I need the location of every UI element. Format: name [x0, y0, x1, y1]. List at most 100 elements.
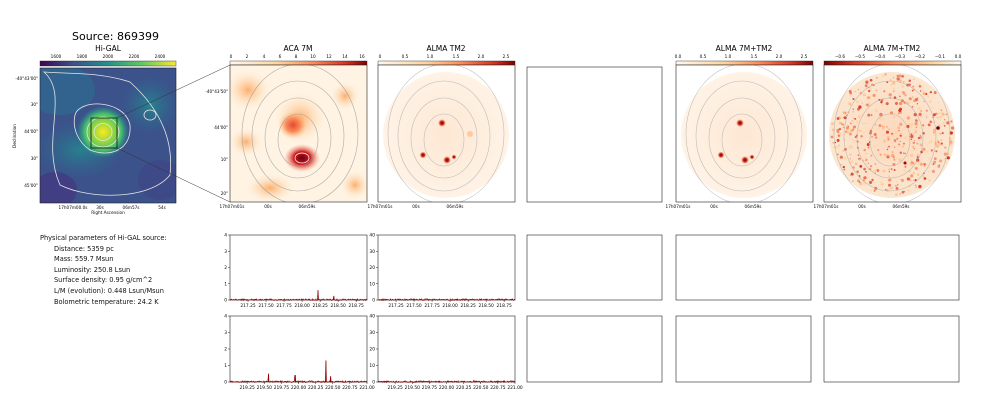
higal-title: Hi-GAL [95, 44, 122, 53]
spectrum-xtick-label: 221.00 [507, 385, 523, 391]
aca-cbar-tick: 10 [310, 54, 316, 59]
noise-speck [938, 112, 940, 115]
noise-speck [871, 136, 873, 138]
noise-speck [854, 90, 856, 93]
noise-speck [906, 177, 910, 181]
spectra-group: 217.25 217.50 217.75 218.00 218.25 218.50 218.… [224, 233, 523, 392]
param-lm: L/M (evolution): 0.448 Lsun/Msun [54, 286, 164, 295]
param-mass: Mass: 559.7 Msun [54, 255, 114, 264]
noise-speck [832, 132, 835, 135]
comb2-colorbar [823, 60, 962, 66]
noise-speck [852, 175, 854, 178]
noise-speck [900, 178, 905, 182]
noise-speck [892, 186, 894, 188]
noise-speck [849, 174, 852, 177]
noise-speck [903, 161, 907, 165]
noise-speck [892, 76, 895, 79]
noise-speck [857, 88, 860, 91]
noise-speck [914, 184, 917, 187]
noise-speck [846, 130, 850, 134]
noise-speck [869, 78, 873, 82]
physical-parameters: Physical parameters of Hi-GAL source: Di… [40, 233, 167, 307]
noise-speck [881, 183, 884, 186]
param-surface-density: Surface density: 0.95 g/cm^2 [54, 276, 153, 285]
noise-speck [872, 93, 876, 97]
params-heading: Physical parameters of Hi-GAL source: [40, 234, 167, 242]
noise-speck [903, 81, 905, 83]
noise-speck [928, 157, 931, 160]
noise-speck [885, 130, 890, 134]
noise-speck [893, 159, 896, 161]
noise-speck [922, 92, 925, 95]
noise-speck [845, 126, 849, 130]
noise-speck [832, 122, 835, 124]
aca-cbar-tick: 6 [279, 54, 282, 59]
noise-speck [849, 128, 852, 131]
aca-xticks: 17h07m01s 00s 06m59s [220, 204, 316, 209]
noise-speck [950, 120, 953, 123]
noise-speck [916, 142, 919, 145]
noise-speck [882, 118, 885, 121]
comb-panel: ALMA 7M+TM2 0.0 0.5 1.0 1.5 2.0 2.5 [666, 44, 814, 209]
noise-speck [848, 147, 850, 150]
noise-speck [913, 99, 917, 103]
comb-map [676, 65, 813, 202]
noise-speck [865, 122, 867, 124]
noise-speck [830, 135, 834, 139]
aca-xtick: 00s [264, 204, 272, 209]
noise-speck [894, 101, 899, 105]
noise-speck [892, 81, 896, 85]
spectrum-xtick-label: 218.00 [442, 303, 458, 309]
noise-speck [944, 158, 947, 160]
noise-speck [917, 153, 919, 156]
noise-speck [917, 106, 921, 111]
aca-title: ACA 7M [284, 44, 313, 53]
noise-speck [915, 119, 918, 123]
tm2-map [378, 65, 515, 202]
noise-speck [929, 141, 933, 144]
noise-speck [920, 109, 923, 113]
noise-speck [843, 156, 847, 160]
spectrum-frame [377, 315, 516, 383]
noise-speck [911, 96, 914, 99]
noise-speck [888, 171, 890, 173]
noise-speck [852, 172, 853, 174]
noise-speck [878, 193, 881, 196]
noise-speck [886, 135, 890, 139]
noise-speck [929, 100, 932, 103]
comb-title: ALMA 7M+TM2 [716, 44, 773, 53]
noise-speck [907, 122, 911, 126]
noise-speck [936, 164, 939, 167]
comb2-colorbar-ticks: −0.6 −0.5 −0.4 −0.3 −0.2 −0.1 0.0 [835, 54, 962, 59]
source-title: Source: 869399 [72, 30, 159, 43]
noise-speck [899, 140, 901, 142]
noise-speck [863, 148, 866, 152]
param-distance: Distance: 5359 pc [54, 244, 114, 253]
higal-ytick: -40°43'00" [15, 76, 38, 81]
noise-speck [899, 122, 903, 126]
spectrum-ytick-label: 10 [369, 281, 375, 287]
tm2-cbar-tick: 1.5 [453, 54, 460, 59]
comb-xticks: 17h07m01s 00s 06m59s [666, 204, 762, 209]
spectrum-frame [229, 234, 368, 301]
noise-speck [842, 149, 845, 152]
noise-speck [848, 144, 852, 148]
noise-speck [901, 92, 904, 95]
noise-speck [936, 126, 940, 130]
comb2-cbar-tick: −0.5 [855, 54, 866, 59]
noise-speck [881, 75, 885, 78]
noise-speck [897, 158, 899, 160]
noise-speck [867, 113, 871, 117]
noise-speck [929, 180, 931, 182]
noise-speck [896, 74, 900, 78]
noise-speck [842, 111, 845, 113]
spectrum-line [229, 290, 368, 302]
noise-speck [891, 151, 894, 153]
noise-speck [870, 154, 873, 157]
aca-colorbar [229, 60, 368, 66]
empty-map-panel [526, 66, 663, 203]
empty-spectrum-panel [823, 315, 960, 383]
comb-cbar-tick: 1.5 [751, 54, 758, 59]
tm2-cbar-tick: 1.0 [427, 54, 434, 59]
noise-speck [852, 111, 854, 113]
